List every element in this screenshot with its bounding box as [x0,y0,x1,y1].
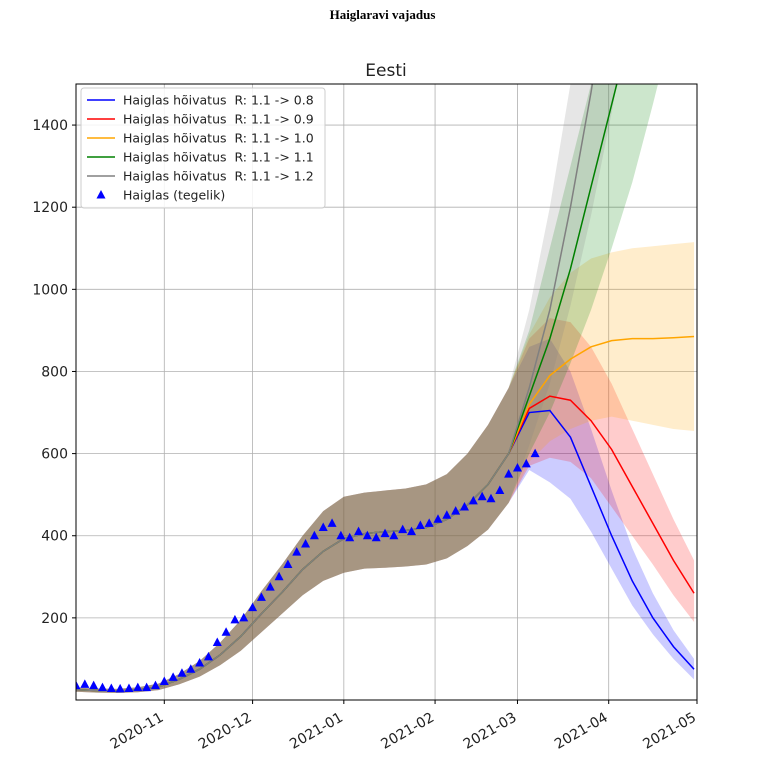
y-tick-label: 200 [41,611,68,627]
confidence-band [76,242,695,694]
confidence-band [76,84,659,694]
data-point [221,627,231,636]
y-tick-label: 600 [41,447,68,463]
data-point [345,532,355,542]
data-point [230,614,240,624]
data-point [459,501,469,511]
data-point [124,683,134,693]
data-point [424,518,434,527]
data-point [336,530,346,540]
data-point [495,485,505,495]
x-tick-label: 2020-12 [196,710,255,753]
data-point [327,518,337,527]
y-tick-label: 800 [41,364,68,380]
data-point [398,524,408,534]
x-tick-label: 2020-11 [108,710,167,753]
legend-label: Haiglas hõivatus R: 1.1 -> 0.9 [123,112,314,127]
data-point [265,582,275,591]
x-tick-label: 2021-03 [461,710,520,753]
y-tick-label: 1000 [32,282,68,298]
data-point [186,664,196,673]
confidence-band [76,338,695,694]
data-point [248,602,258,612]
data-point [362,530,372,540]
data-point [486,493,496,503]
data-point [89,680,99,690]
data-point [283,559,293,568]
y-tick-label: 1200 [32,200,68,216]
legend-label: Haiglas hõivatus R: 1.1 -> 0.8 [123,93,314,108]
legend-label: Haiglas hõivatus R: 1.1 -> 1.1 [123,150,314,165]
data-point [292,547,302,556]
data-point [380,528,390,538]
data-point [415,520,425,529]
data-point [451,506,461,515]
plot-area [76,84,695,694]
data-point [168,672,178,681]
data-point [133,682,143,692]
data-point [212,637,222,647]
data-point [309,530,319,540]
data-point [239,612,249,622]
data-point [389,530,399,540]
data-point [530,448,540,458]
data-point [142,682,152,692]
x-tick-label: 2021-05 [640,710,699,753]
data-point [97,682,107,692]
legend-label: Haiglas hõivatus R: 1.1 -> 1.0 [123,131,314,146]
data-point [512,462,522,472]
y-tick-label: 1400 [32,118,68,134]
plot-frame [75,83,698,701]
data-point [256,592,266,601]
data-point [195,658,205,667]
chart-title: Eesti [365,61,406,81]
data-point [80,679,90,688]
data-point [203,651,213,661]
data-point [159,676,169,686]
data-point [301,538,311,548]
data-point [407,526,417,536]
y-tick-label: 400 [41,529,68,545]
x-tick-label: 2021-04 [552,710,611,753]
legend-label: Haiglas hõivatus R: 1.1 -> 1.2 [123,169,314,184]
x-tick-label: 2021-02 [378,710,437,753]
data-point [274,571,284,581]
data-point [106,683,116,693]
data-point [504,469,514,478]
legend-label: Haiglas (tegelik) [123,188,225,203]
data-point [318,522,328,532]
data-point [150,680,160,690]
legend-box [80,87,326,209]
page-title: Haiglaravi vajadus [329,7,436,22]
legend-marker [96,190,106,199]
data-point [371,532,381,542]
data-point [177,668,187,677]
confidence-band [76,84,617,694]
data-point [442,510,452,519]
data-point [354,526,364,536]
data-point [477,491,487,501]
data-point [115,683,125,693]
data-point [521,458,531,468]
data-point [468,495,478,505]
x-tick-label: 2021-01 [287,710,346,753]
data-point [433,514,443,523]
data-point [76,680,81,690]
